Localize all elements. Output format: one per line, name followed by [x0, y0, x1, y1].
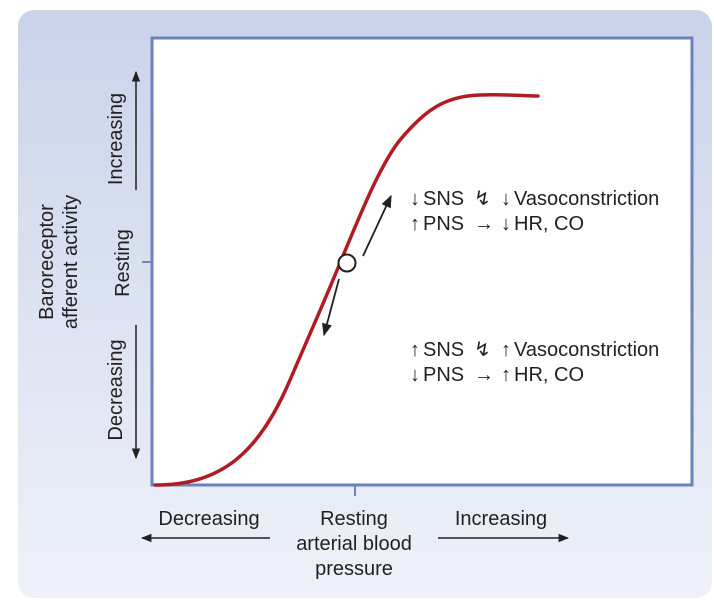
x-label-decreasing: Decreasing	[158, 508, 259, 530]
lower-pns-label: PNS	[423, 364, 464, 386]
upper-pns-label: PNS	[423, 213, 464, 235]
zigzag-arrow-icon: ↯	[474, 339, 491, 361]
down-arrow-icon: ↓	[501, 213, 511, 235]
upper-annotation: ↓ SNS ↯ ↓ Vasoconstriction ↑ PNS → ↓ HR,…	[410, 188, 659, 235]
lower-vasoconstriction-label: Vasoconstriction	[514, 339, 659, 361]
upper-hr-co-label: HR, CO	[514, 213, 584, 235]
upper-vasoconstriction-label: Vasoconstriction	[514, 188, 659, 210]
curve-arrow-up	[362, 194, 392, 257]
lower-hr-co-label: HR, CO	[514, 364, 584, 386]
down-arrow-icon: ↓	[410, 188, 420, 210]
x-label-increasing: Increasing	[455, 508, 547, 530]
y-label-resting: Resting	[112, 229, 134, 297]
y-label-increasing: Increasing	[105, 93, 127, 185]
x-label-resting-line1: Resting	[320, 508, 388, 530]
y-axis-title-line1: Baroreceptor	[36, 204, 58, 320]
zigzag-arrow-icon: ↯	[474, 188, 491, 210]
upper-sns-label: SNS	[423, 188, 464, 210]
x-label-resting-line2: arterial blood	[296, 533, 412, 555]
down-arrow-icon: ↓	[410, 364, 420, 386]
lower-sns-label: SNS	[423, 339, 464, 361]
up-arrow-icon: ↑	[410, 213, 420, 235]
y-label-decreasing: Decreasing	[105, 339, 127, 440]
up-arrow-icon: ↑	[501, 364, 511, 386]
plot-frame	[150, 36, 694, 487]
right-arrow-icon: →	[474, 364, 494, 386]
up-arrow-icon: ↑	[410, 339, 420, 361]
baroreceptor-response-curve	[153, 92, 540, 487]
y-axis-title-line2: afferent activity	[60, 195, 82, 329]
lower-annotation: ↑ SNS ↯ ↑ Vasoconstriction ↓ PNS → ↑ HR,…	[410, 339, 659, 386]
right-arrow-icon: →	[474, 213, 494, 235]
up-arrow-icon: ↑	[501, 339, 511, 361]
x-label-resting-line3: pressure	[315, 558, 393, 580]
down-arrow-icon: ↓	[501, 188, 511, 210]
curve-arrow-down	[322, 278, 340, 337]
resting-operating-point	[337, 253, 357, 273]
